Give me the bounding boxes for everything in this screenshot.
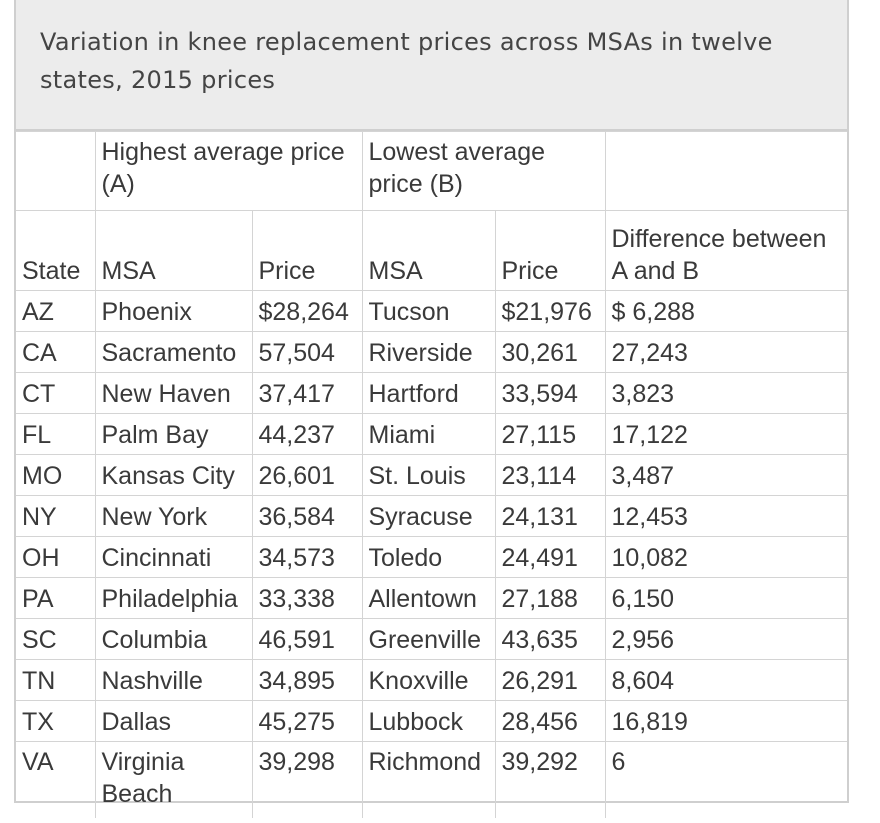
cell-state: TN — [16, 659, 96, 701]
cell-msa-a: Nashville — [94, 659, 253, 701]
cell-price-a: 57,504 — [251, 331, 363, 373]
cell-state: AZ — [16, 290, 96, 332]
header-highest-group: Highest average price (A) — [94, 131, 363, 211]
table-row: CT New Haven 37,417 Hartford 33,594 3,823 — [16, 372, 847, 414]
price-table: Highest average price (A) Lowest average… — [16, 131, 847, 818]
cell-msa-b: Syracuse — [361, 495, 496, 537]
cell-difference: 10,082 — [604, 536, 847, 578]
cell-msa-b: Allentown — [361, 577, 496, 619]
header-price-a: Price — [251, 210, 363, 291]
cell-price-b: 24,491 — [494, 536, 606, 578]
cell-difference: 6,150 — [604, 577, 847, 619]
header-difference: Difference between A and B — [604, 210, 847, 291]
cell-price-b: 26,291 — [494, 659, 606, 701]
cell-difference: 2,956 — [604, 618, 847, 660]
price-table-container: Variation in knee replacement prices acr… — [14, 0, 849, 818]
cell-msa-a: New York — [94, 495, 253, 537]
table-row: OH Cincinnati 34,573 Toledo 24,491 10,082 — [16, 536, 847, 578]
table-row: PA Philadelphia 33,338 Allentown 27,188 6,150 — [16, 577, 847, 619]
table-row: CA Sacramento 57,504 Riverside 30,261 27,243 — [16, 331, 847, 373]
cell-msa-a: Kansas City — [94, 454, 253, 496]
cell-difference: 3,823 — [604, 372, 847, 414]
cell-price-b: 39,292 — [494, 741, 606, 818]
cell-price-b: $21,976 — [494, 290, 606, 332]
cell-price-a: 26,601 — [251, 454, 363, 496]
cell-price-a: 33,338 — [251, 577, 363, 619]
header-msa-b: MSA — [361, 210, 496, 291]
cell-difference: 3,487 — [604, 454, 847, 496]
cell-difference: 16,819 — [604, 700, 847, 742]
cell-msa-a: Dallas — [94, 700, 253, 742]
table-row: AZ Phoenix $28,264 Tucson $21,976 $ 6,288 — [16, 290, 847, 332]
cell-price-a: 34,573 — [251, 536, 363, 578]
header-price-b: Price — [494, 210, 606, 291]
cell-state: NY — [16, 495, 96, 537]
cell-price-a: 37,417 — [251, 372, 363, 414]
header-lowest-group: Lowest average price (B) — [361, 131, 606, 211]
table-row: TN Nashville 34,895 Knoxville 26,291 8,604 — [16, 659, 847, 701]
cell-msa-a: Sacramento — [94, 331, 253, 373]
header-msa-a: MSA — [94, 210, 253, 291]
cell-price-b: 43,635 — [494, 618, 606, 660]
cell-msa-a: Virginia Beach — [94, 741, 253, 818]
cell-state: MO — [16, 454, 96, 496]
cell-msa-a: Columbia — [94, 618, 253, 660]
table-row: MO Kansas City 26,601 St. Louis 23,114 3,487 — [16, 454, 847, 496]
cell-msa-b: Hartford — [361, 372, 496, 414]
table-row: TX Dallas 45,275 Lubbock 28,456 16,819 — [16, 700, 847, 742]
cell-msa-a: Phoenix — [94, 290, 253, 332]
table-row: FL Palm Bay 44,237 Miami 27,115 17,122 — [16, 413, 847, 455]
cell-price-a: 36,584 — [251, 495, 363, 537]
cell-price-a: 45,275 — [251, 700, 363, 742]
group-header-row: Highest average price (A) Lowest average… — [16, 131, 847, 211]
cell-msa-a: Cincinnati — [94, 536, 253, 578]
cell-msa-b: Tucson — [361, 290, 496, 332]
header-empty-cell — [604, 131, 847, 211]
cell-msa-b: Knoxville — [361, 659, 496, 701]
cell-price-a: 46,591 — [251, 618, 363, 660]
cell-price-b: 28,456 — [494, 700, 606, 742]
table-caption: Variation in knee replacement prices acr… — [16, 0, 847, 131]
cell-msa-b: St. Louis — [361, 454, 496, 496]
cell-price-a: $28,264 — [251, 290, 363, 332]
cell-state: SC — [16, 618, 96, 660]
cell-difference: 8,604 — [604, 659, 847, 701]
cell-msa-b: Lubbock — [361, 700, 496, 742]
cell-price-b: 27,188 — [494, 577, 606, 619]
cell-state: FL — [16, 413, 96, 455]
cell-difference: 17,122 — [604, 413, 847, 455]
cell-state: TX — [16, 700, 96, 742]
cell-price-b: 23,114 — [494, 454, 606, 496]
cell-state: CA — [16, 331, 96, 373]
cell-state: OH — [16, 536, 96, 578]
cell-difference: 6 — [604, 741, 847, 818]
cell-state: VA — [16, 741, 96, 818]
cell-price-b: 33,594 — [494, 372, 606, 414]
cell-msa-b: Riverside — [361, 331, 496, 373]
cell-difference: 12,453 — [604, 495, 847, 537]
cell-price-b: 27,115 — [494, 413, 606, 455]
cell-msa-b: Greenville — [361, 618, 496, 660]
cell-price-a: 44,237 — [251, 413, 363, 455]
cell-difference: 27,243 — [604, 331, 847, 373]
cell-state: PA — [16, 577, 96, 619]
table-row: NY New York 36,584 Syracuse 24,131 12,453 — [16, 495, 847, 537]
cell-msa-b: Miami — [361, 413, 496, 455]
cell-msa-b: Toledo — [361, 536, 496, 578]
cell-msa-a: New Haven — [94, 372, 253, 414]
cell-price-a: 39,298 — [251, 741, 363, 818]
cell-price-b: 24,131 — [494, 495, 606, 537]
cell-msa-a: Philadelphia — [94, 577, 253, 619]
table-row: SC Columbia 46,591 Greenville 43,635 2,956 — [16, 618, 847, 660]
cell-msa-b: Richmond — [361, 741, 496, 818]
header-state: State — [16, 210, 96, 291]
table-row: VA Virginia Beach 39,298 Richmond 39,292 6 — [16, 741, 847, 818]
cell-price-a: 34,895 — [251, 659, 363, 701]
cell-price-b: 30,261 — [494, 331, 606, 373]
column-header-row: State MSA Price MSA Price Difference bet… — [16, 210, 847, 291]
cell-msa-a: Palm Bay — [94, 413, 253, 455]
cell-difference: $ 6,288 — [604, 290, 847, 332]
cell-state: CT — [16, 372, 96, 414]
header-empty-cell — [16, 131, 96, 211]
